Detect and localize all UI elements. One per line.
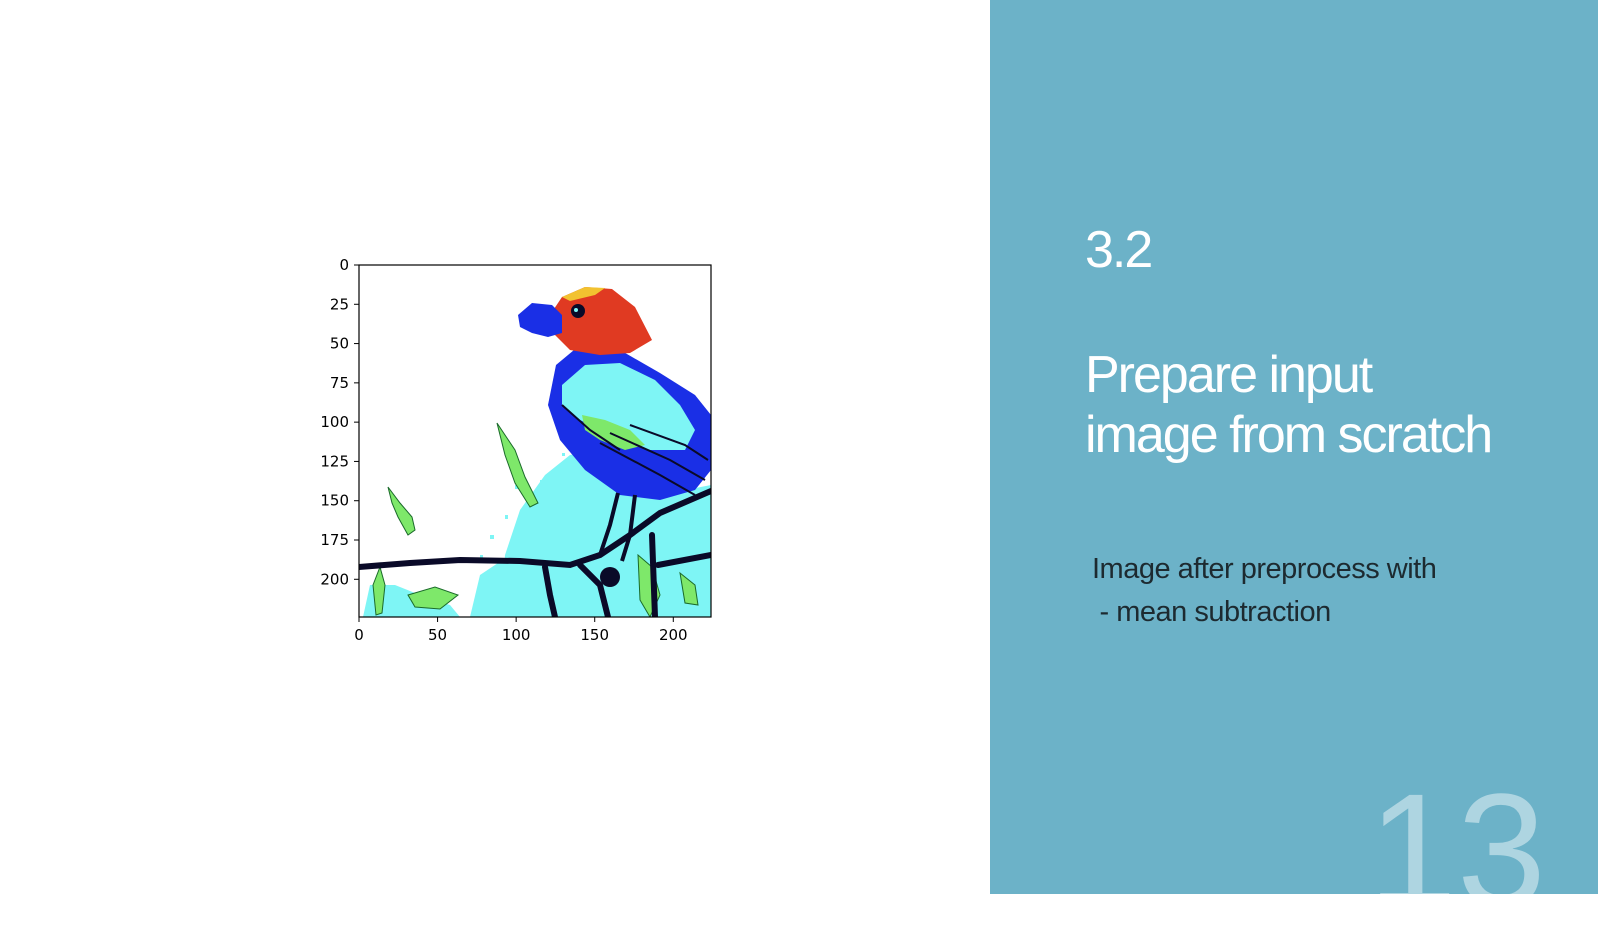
body-line-2: - mean subtraction xyxy=(1092,596,1332,628)
slide-title-line-2: image from scratch xyxy=(1085,406,1493,464)
slide-title: Prepare input image from scratch xyxy=(1085,345,1585,465)
y-axis-ticks: 0 25 50 75 100 125 150 175 200 xyxy=(320,256,359,588)
section-number: 3.2 xyxy=(1085,221,1153,279)
y-tick-label: 100 xyxy=(320,413,349,431)
image-plot: 0 50 100 150 200 0 25 50 75 100 125 150 175 200 xyxy=(320,256,712,644)
slide-title-line-1: Prepare input xyxy=(1085,346,1373,404)
body-line-1: Image after preprocess with xyxy=(1092,553,1437,585)
x-axis-ticks: 0 50 100 150 200 xyxy=(354,617,688,644)
y-tick-label: 175 xyxy=(320,531,349,549)
x-tick-label: 50 xyxy=(428,626,447,644)
y-tick-label: 50 xyxy=(330,335,349,353)
x-tick-label: 0 xyxy=(354,626,364,644)
y-tick-label: 0 xyxy=(339,256,349,274)
y-tick-label: 75 xyxy=(330,374,349,392)
y-tick-label: 125 xyxy=(320,452,349,470)
x-tick-label: 150 xyxy=(580,626,609,644)
left-pane: 0 50 100 150 200 0 25 50 75 100 125 150 175 200 xyxy=(320,256,712,644)
x-tick-label: 100 xyxy=(502,626,531,644)
slide: 0 50 100 150 200 0 25 50 75 100 125 150 175 200 3.2 … xyxy=(320,0,1598,894)
x-tick-label: 200 xyxy=(659,626,688,644)
title-panel xyxy=(990,0,1598,894)
plot-frame xyxy=(358,264,712,618)
y-tick-label: 25 xyxy=(330,295,349,313)
y-tick-label: 200 xyxy=(320,570,349,588)
bird-image xyxy=(359,265,711,617)
slide-body: Image after preprocess with - mean subtr… xyxy=(1092,548,1437,634)
y-tick-label: 150 xyxy=(320,492,349,510)
page-number: 13 xyxy=(1368,760,1546,939)
